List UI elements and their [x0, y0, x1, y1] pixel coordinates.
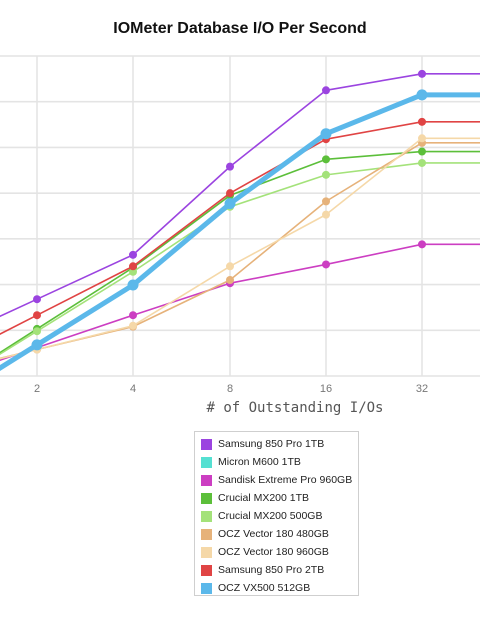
data-point	[322, 86, 330, 95]
legend-item: Crucial MX200 1TB	[201, 489, 358, 507]
data-point	[226, 162, 234, 171]
data-point	[322, 210, 330, 219]
chart-title: IOMeter Database I/O Per Second	[113, 20, 367, 37]
series-line	[0, 150, 480, 354]
legend-label: Sandisk Extreme Pro 960GB	[218, 474, 353, 486]
legend-item: OCZ Vector 180 480GB	[201, 525, 358, 543]
legend-swatch	[201, 492, 212, 504]
data-point	[322, 155, 330, 164]
data-point	[129, 262, 137, 271]
data-point	[418, 240, 426, 249]
legend-item: Samsung 850 Pro 2TB	[201, 561, 358, 579]
chart-legend: Samsung 850 Pro 1TB Micron M600 1TB Sandis…	[194, 431, 359, 596]
line-chart: 2 4 8 16 32	[0, 55, 480, 395]
legend-swatch	[201, 582, 212, 594]
data-point	[322, 170, 330, 179]
x-tick-label: 2	[34, 383, 40, 395]
legend-swatch	[201, 456, 212, 468]
x-axis-label: # of Outstanding I/Os	[206, 400, 384, 416]
legend-item: Micron M600 1TB	[201, 453, 358, 471]
legend-label: Samsung 850 Pro 2TB	[218, 564, 325, 576]
x-tick-label: 16	[320, 383, 332, 395]
grid-lines	[0, 55, 480, 377]
series-samsung-850-pro-1tb	[0, 69, 480, 318]
legend-label: OCZ Vector 180 960GB	[218, 546, 329, 558]
data-point	[418, 147, 426, 156]
x-tick-label: 32	[416, 383, 428, 395]
data-point	[226, 262, 234, 271]
data-point	[320, 128, 332, 140]
series-line	[0, 92, 480, 371]
data-point	[226, 189, 234, 198]
series-line	[0, 142, 480, 360]
series-ocz-vector-180-480gb	[0, 138, 480, 360]
data-point	[129, 267, 137, 276]
series-line	[0, 137, 480, 360]
legend-label: Samsung 850 Pro 1TB	[218, 438, 325, 450]
data-point	[416, 89, 428, 101]
data-point	[33, 327, 41, 336]
legend-label: OCZ Vector 180 480GB	[218, 528, 329, 540]
legend-swatch	[201, 438, 212, 450]
data-point	[418, 117, 426, 126]
series-ocz-vx500-512gb	[0, 89, 480, 371]
legend-label: Crucial MX200 1TB	[218, 492, 310, 504]
data-point	[129, 250, 137, 259]
x-tick-label: 4	[130, 383, 136, 395]
data-point	[322, 197, 330, 206]
data-point	[33, 295, 41, 304]
data-point	[224, 198, 236, 210]
legend-swatch	[201, 564, 212, 576]
data-point	[226, 276, 234, 284]
legend-label: OCZ VX500 512GB	[218, 582, 311, 594]
legend-item: Sandisk Extreme Pro 960GB	[201, 471, 358, 489]
legend-item: OCZ Vector 180 960GB	[201, 543, 358, 561]
data-point	[418, 134, 426, 143]
data-point	[418, 69, 426, 78]
legend-item: OCZ VX500 512GB	[201, 579, 358, 597]
data-point	[33, 311, 41, 320]
data-point	[418, 158, 426, 167]
legend-label: Micron M600 1TB	[218, 456, 301, 468]
data-point	[31, 339, 43, 351]
series-lines	[0, 69, 480, 371]
data-point	[129, 311, 137, 320]
legend-swatch	[201, 546, 212, 558]
legend-swatch	[201, 510, 212, 522]
legend-label: Crucial MX200 500GB	[218, 510, 323, 522]
data-point	[322, 260, 330, 269]
legend-swatch	[201, 528, 212, 540]
legend-item: Crucial MX200 500GB	[201, 507, 358, 525]
data-point	[127, 279, 139, 291]
series-crucial-mx200-1tb	[0, 147, 480, 354]
legend-swatch	[201, 474, 212, 486]
series-ocz-vector-180-960gb	[0, 134, 480, 360]
data-point	[129, 321, 137, 330]
x-axis-ticks: 2 4 8 16 32	[34, 383, 428, 395]
legend-item: Samsung 850 Pro 1TB	[201, 435, 358, 453]
x-tick-label: 8	[227, 383, 233, 395]
